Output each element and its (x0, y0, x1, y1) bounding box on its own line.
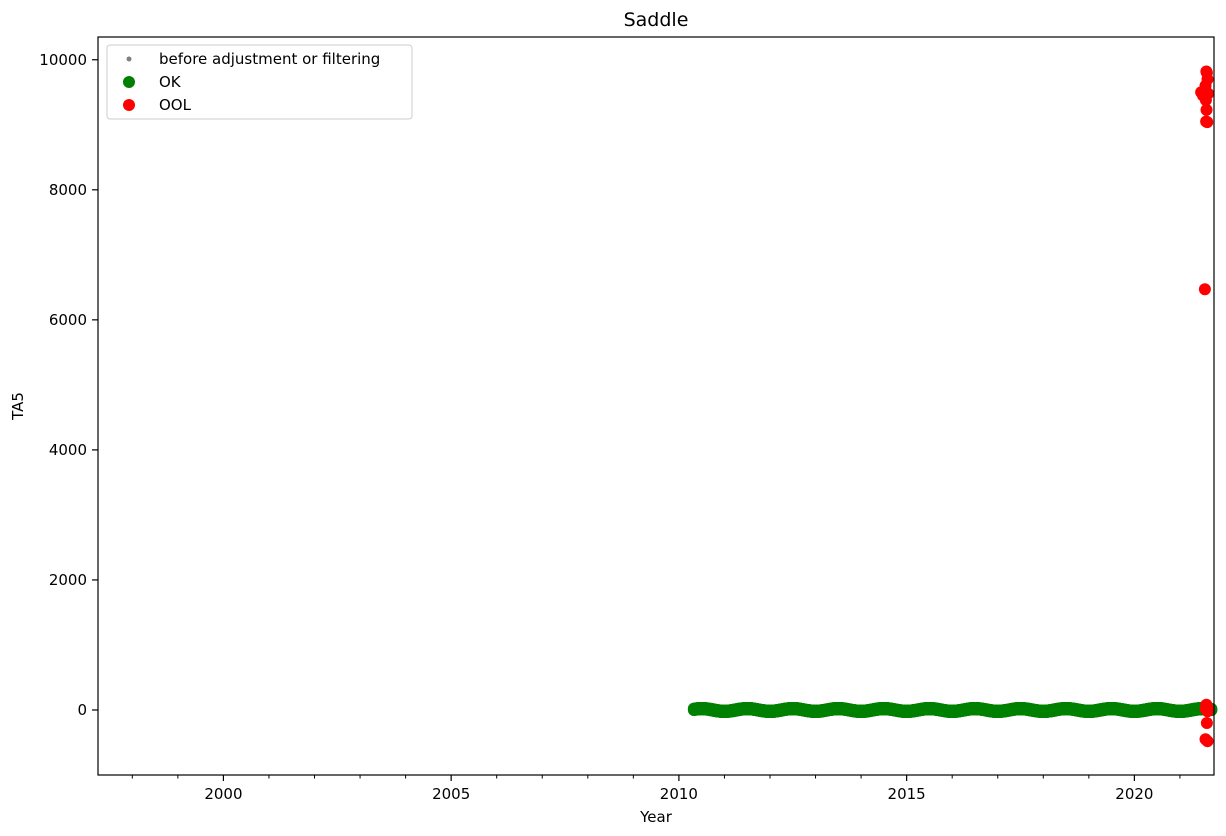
ool-point (1202, 703, 1215, 716)
x-tick-label: 2020 (1115, 785, 1153, 803)
legend-marker (123, 76, 135, 88)
ool-point (1200, 716, 1213, 729)
y-tick-label: 2000 (49, 571, 87, 589)
y-axis-label: TA5 (9, 392, 27, 421)
plot-background (98, 37, 1214, 775)
y-tick-label: 6000 (49, 311, 87, 329)
legend-label: before adjustment or filtering (159, 50, 380, 68)
legend-marker (123, 99, 135, 111)
ool-point (1199, 94, 1212, 107)
legend-label: OK (159, 73, 182, 91)
y-tick-label: 8000 (49, 181, 87, 199)
chart-title: Saddle (624, 9, 689, 31)
ool-series (1195, 65, 1215, 748)
x-tick-label: 2000 (204, 785, 242, 803)
legend-marker (126, 56, 132, 62)
legend-box (106, 44, 413, 120)
plot-area (98, 37, 1214, 775)
ool-point (1198, 283, 1211, 296)
ool-point (1201, 116, 1214, 129)
y-tick-label: 0 (77, 701, 87, 719)
ool-point (1201, 73, 1214, 86)
ool-point (1201, 735, 1214, 748)
x-axis-label: Year (639, 808, 673, 826)
ok-series (687, 701, 1218, 718)
x-tick-label: 2005 (432, 785, 470, 803)
axes: 0 2000 4000 6000 8000 10000 2000 2005 2010 2015 20… (39, 36, 1215, 803)
ool-point (1200, 103, 1213, 116)
plot-frame (97, 36, 1215, 776)
legend: before adjustment or filtering OK OOL (106, 44, 413, 120)
x-tick-label: 2015 (888, 785, 926, 803)
y-tick-label: 4000 (49, 441, 87, 459)
y-tick-label: 10000 (39, 51, 87, 69)
legend-label: OOL (159, 96, 192, 114)
x-tick-label: 2010 (660, 785, 698, 803)
